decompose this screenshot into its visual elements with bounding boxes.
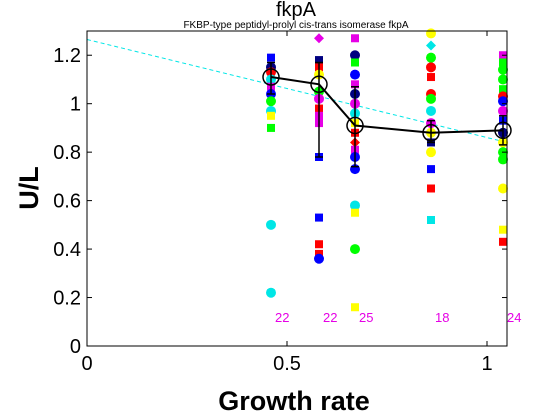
plot-area: 22 22 25 18 24 [86,28,521,325]
data-point [499,237,507,246]
data-point [314,33,324,44]
data-point [315,56,323,65]
mean-marker [262,68,280,86]
data-point [351,80,359,89]
x-tick-label: 1 [481,353,492,375]
data-point [426,62,436,73]
data-point [427,184,435,193]
y-axis-label: U/L [14,166,44,210]
data-point [426,52,436,63]
x-axis-label: Growth rate [218,386,370,416]
chart-title: fkpA [276,0,317,21]
data-point [350,69,360,80]
data-point [351,208,359,217]
mean-marker [494,121,512,140]
data-point [427,216,435,224]
data-point [351,34,359,43]
data-point [266,287,276,298]
trend-line [86,38,508,143]
data-point [350,50,360,61]
data-point [426,28,436,39]
data-point [426,105,436,116]
data-point [498,105,508,116]
data-point [351,58,359,67]
y-tick-label: 1 [70,94,81,116]
data-point [350,244,360,255]
data-point [426,93,436,104]
data-point [351,303,359,312]
data-point [426,147,436,158]
x-tick-label: 0 [81,353,92,375]
count-label: 24 [507,310,521,325]
mean-marker [310,75,328,94]
data-point [267,111,275,120]
mean-marker [422,124,440,142]
count-label: 22 [275,310,289,325]
data-point [266,219,276,230]
x-tick-label: 0.5 [273,353,301,375]
data-point [498,64,508,75]
count-label: 25 [359,310,373,325]
y-tick-label: 0 [70,336,81,358]
data-point [498,183,508,194]
y-tick-label: 1.2 [53,45,81,67]
data-point [267,53,275,62]
mean-line [270,76,504,134]
chart-subtitle: FKBP-type peptidyl-prolyl cis-trans isom… [183,20,408,31]
data-point [498,154,508,165]
data-point [499,58,507,67]
data-point [426,40,436,51]
y-tick-label: 0.4 [53,239,81,261]
count-label: 18 [435,310,449,325]
count-label: 22 [323,310,337,325]
y-tick-label: 0.2 [53,288,81,310]
data-point [427,165,435,174]
data-point [315,213,323,222]
data-point [267,123,275,132]
data-point [427,73,435,82]
plot-frame [86,30,508,347]
data-point [498,74,508,85]
data-point [315,240,323,249]
data-point [499,85,507,94]
data-point [266,96,276,107]
data-point [499,225,507,234]
mean-marker [346,116,364,135]
data-point [314,253,324,264]
data-point [350,200,360,211]
axes: 0 0.5 1 0 0.2 0.4 0.6 0.8 1 1.2 [53,31,507,375]
y-tick-label: 0.8 [53,142,81,164]
y-tick-label: 0.6 [53,191,81,213]
